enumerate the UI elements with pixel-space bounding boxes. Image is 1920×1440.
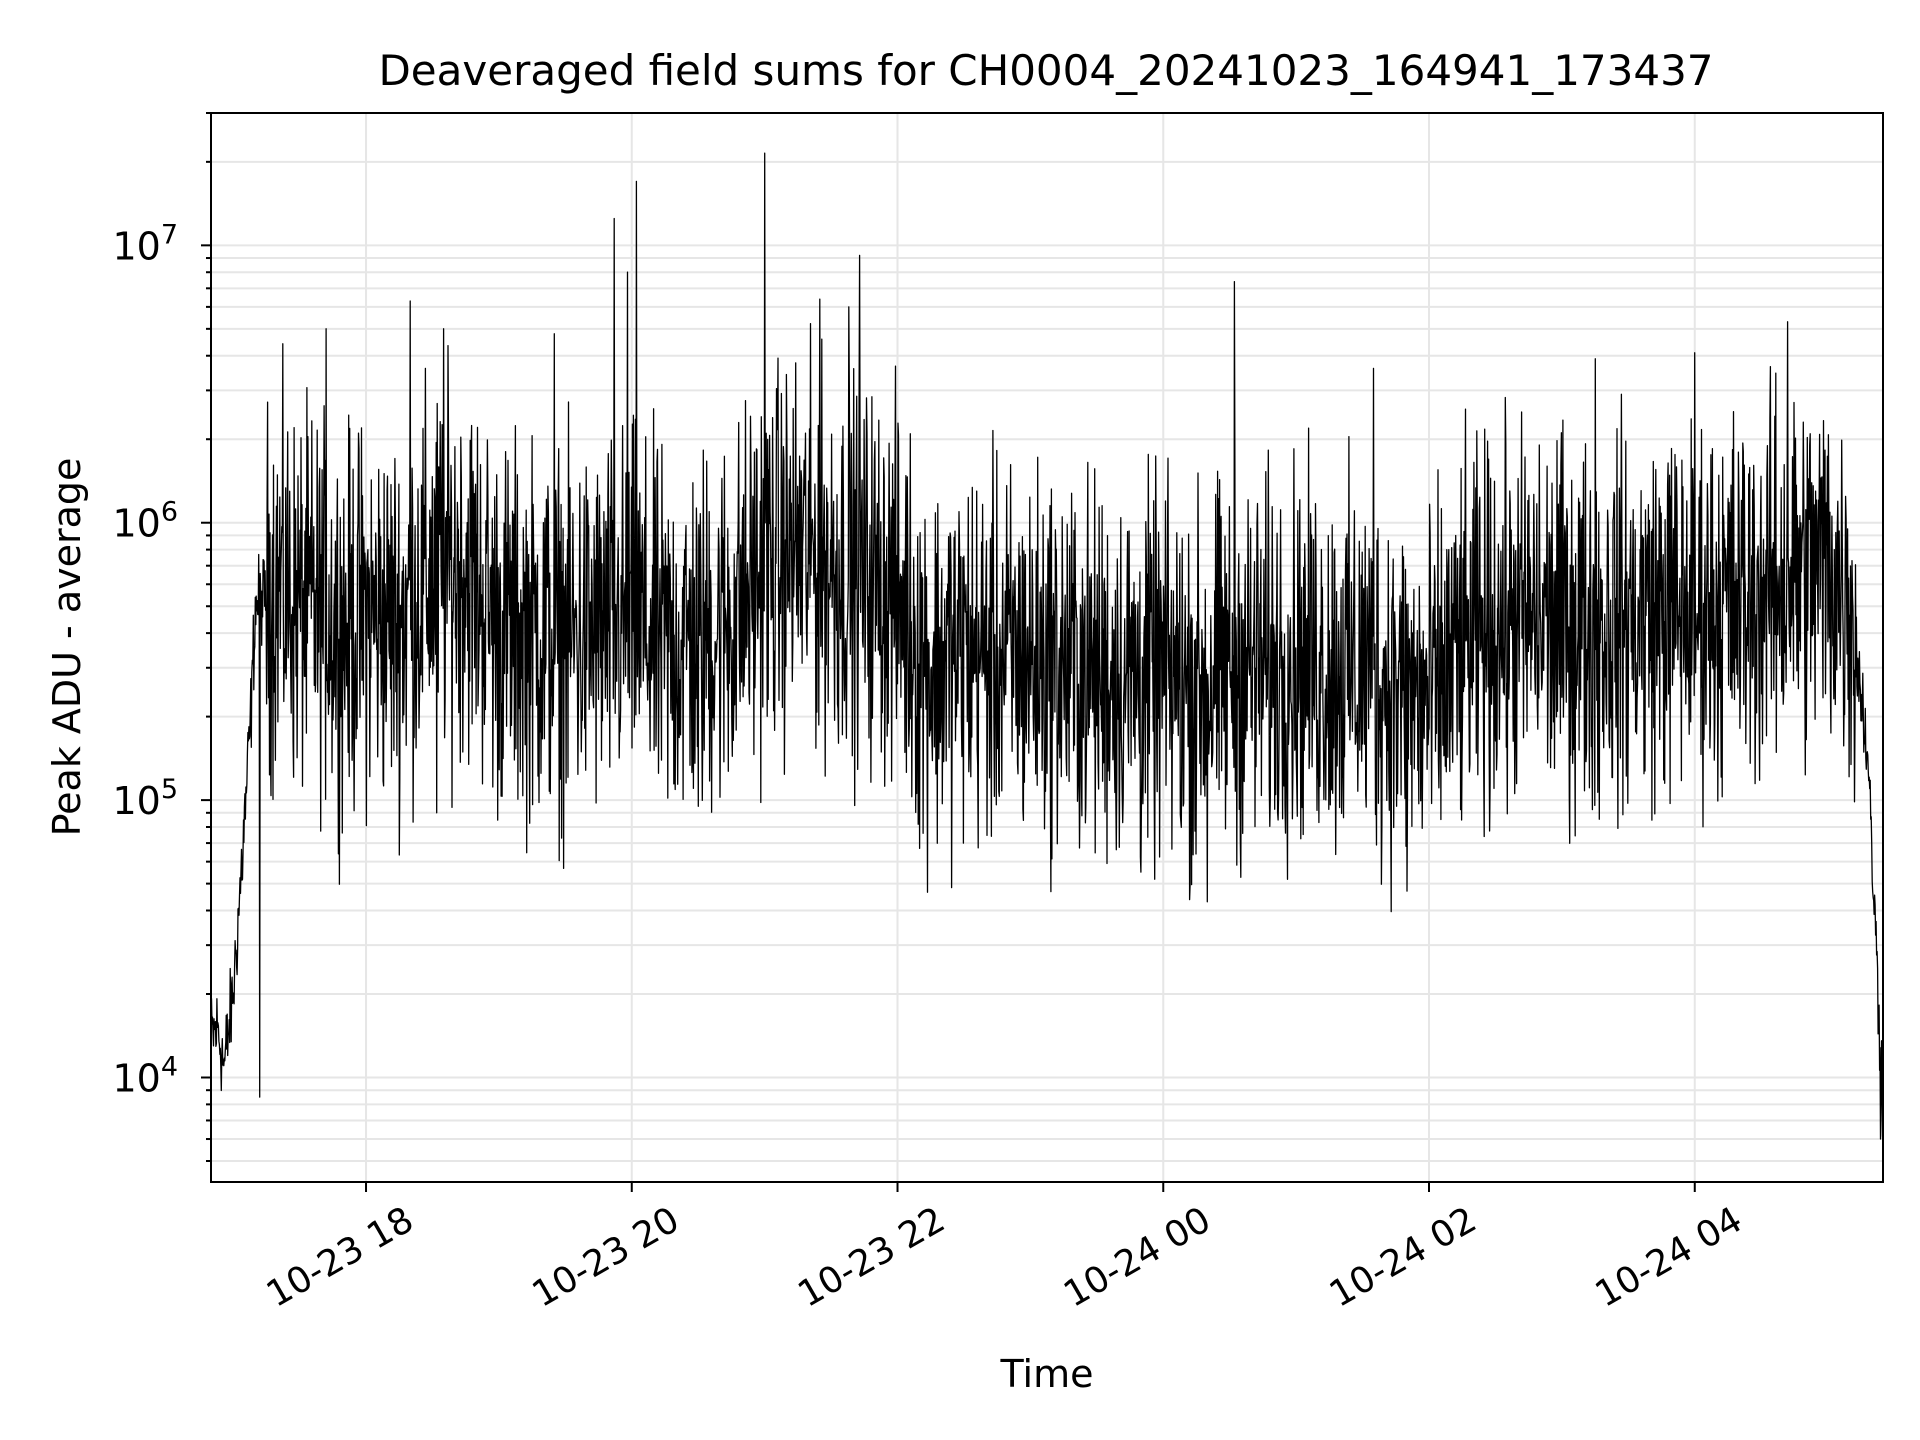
series-line <box>210 152 1884 1146</box>
plot-frame <box>210 112 1884 1183</box>
chart-title: Deaveraged field sums for CH0004_2024102… <box>378 46 1713 95</box>
y-tick-label: 106 <box>112 497 178 546</box>
y-tick-label: 107 <box>112 219 178 268</box>
y-axis: 104 105 106 107 <box>112 112 211 1162</box>
y-tick-label: 104 <box>112 1051 178 1100</box>
y-tick-label: 105 <box>112 774 178 823</box>
x-axis-label: Time <box>1000 1352 1094 1396</box>
y-axis-label: Peak ADU - average <box>45 458 89 837</box>
series-line-path <box>210 152 1884 1146</box>
grid <box>211 112 1883 1182</box>
